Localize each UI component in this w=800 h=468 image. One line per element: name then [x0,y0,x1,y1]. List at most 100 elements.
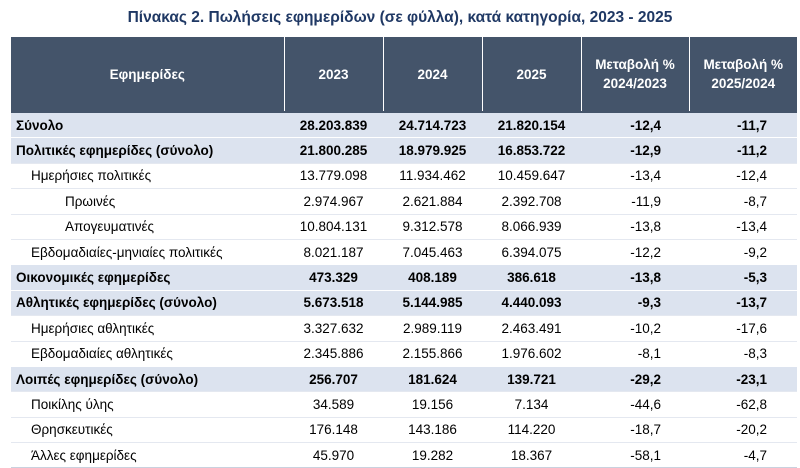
cell-2025: 16.853.722 [482,137,581,164]
table-row: Άλλες εφημερίδες 45.970 19.282 18.367 -58,1-… [11,442,797,468]
cell-2025: 386.618 [482,264,581,291]
table-row: Πρωινές 2.974.967 2.621.884 2.392.708 -11,9-… [11,188,797,215]
header-row: Εφημερίδες 2023 2024 2025 Μεταβολή % 2024… [11,37,797,112]
cell-2023: 176.148 [284,416,383,443]
cell-2024: 181.624 [383,365,482,392]
row-label: Αθλητικές εφημερίδες (σύνολο) [11,289,284,316]
cell-change-2025-2024: -12,4 [689,162,797,189]
header-label: 2024 [417,66,448,82]
cell-change-2024-2023: -18,7 [581,416,689,443]
cell-change-2025-2024: -8,7 [689,188,797,215]
cell-2025: 18.367 [482,442,581,468]
row-label: Λοιπές εφημερίδες (σύνολο) [11,365,284,392]
header-2024: 2024 [383,37,483,112]
row-label: Εβδομαδιαίες αθλητικές [11,340,284,367]
header-change-2025-2024: Μεταβολή % 2025/2024 [689,37,797,112]
cell-2024: 24.714.723 [383,111,482,138]
cell-change-2024-2023: -12,4 [581,111,689,138]
cell-change-2025-2024: -8,3 [689,340,797,367]
table-row: Λοιπές εφημερίδες (σύνολο) 256.707 181.624… [11,365,797,392]
row-label: Σύνολο [11,111,284,138]
cell-change-2025-2024: -13,4 [689,213,797,240]
header-newspapers: Εφημερίδες [11,37,285,112]
cell-2024: 7.045.463 [383,238,482,265]
header-label: Μεταβολή % [703,57,784,72]
header-label: 2025 [516,66,547,82]
cell-change-2024-2023: -12,9 [581,137,689,164]
cell-change-2025-2024: -20,2 [689,416,797,443]
table-row: Σύνολο 28.203.839 24.714.723 21.820.154 -12,… [11,111,797,138]
table-row: Θρησκευτικές 176.148 143.186 114.220 -18,7 -2… [11,416,797,443]
cell-2023: 5.673.518 [284,289,383,316]
row-label: Θρησκευτικές [11,416,284,443]
cell-2023: 10.804.131 [284,213,383,240]
cell-2024: 2.989.119 [383,315,482,342]
cell-2025: 139.721 [482,365,581,392]
table-row: Πολιτικές εφημερίδες (σύνολο) 21.800.285 1… [11,137,797,164]
cell-change-2024-2023: -11,9 [581,188,689,215]
table-row: Αθλητικές εφημερίδες (σύνολο) 5.673.518 5.… [11,289,797,316]
cell-2023: 3.327.632 [284,315,383,342]
cell-2023: 28.203.839 [284,111,383,138]
cell-change-2024-2023: -12,2 [581,238,689,265]
cell-2024: 143.186 [383,416,482,443]
row-label: Ημερήσιες αθλητικές [11,315,284,342]
cell-2025: 6.394.075 [482,238,581,265]
table-row: Ποικίλης ύλης 34.589 19.156 7.134 -44,6 -62,8 [11,391,797,418]
header-sublabel: 2024/2023 [603,76,667,91]
header-2025: 2025 [482,37,582,112]
cell-2023: 13.779.098 [284,162,383,189]
row-label: Πολιτικές εφημερίδες (σύνολο) [11,137,284,164]
row-label: Οικονομικές εφημερίδες [11,264,284,291]
cell-change-2025-2024: -13,7 [689,289,797,316]
row-label: Άλλες εφημερίδες [11,442,284,468]
cell-2025: 10.459.647 [482,162,581,189]
cell-2024: 2.621.884 [383,188,482,215]
cell-2025: 2.392.708 [482,188,581,215]
cell-change-2025-2024: -11,2 [689,137,797,164]
cell-2024: 9.312.578 [383,213,482,240]
cell-2025: 2.463.491 [482,315,581,342]
cell-change-2024-2023: -10,2 [581,315,689,342]
header-label: Μεταβολή % [595,57,675,72]
cell-2024: 2.155.866 [383,340,482,367]
cell-2024: 408.189 [383,264,482,291]
cell-change-2024-2023: -29,2 [581,365,689,392]
cell-2023: 256.707 [284,365,383,392]
cell-change-2024-2023: -13,8 [581,264,689,291]
cell-2025: 8.066.939 [482,213,581,240]
cell-2024: 18.979.925 [383,137,482,164]
cell-2023: 473.329 [284,264,383,291]
table-row: Ημερήσιες αθλητικές 3.327.632 2.989.119 2.4… [11,315,797,342]
cell-2023: 45.970 [284,442,383,468]
cell-2023: 2.345.886 [284,340,383,367]
cell-2025: 7.134 [482,391,581,418]
cell-change-2025-2024: -11,7 [689,111,797,138]
cell-change-2025-2024: -62,8 [689,391,797,418]
table-row: Εβδομαδιαίες-μηνιαίες πολιτικές 8.021.187… [11,238,797,265]
cell-change-2024-2023: -44,6 [581,391,689,418]
cell-change-2025-2024: -9,2 [689,238,797,265]
header-change-2024-2023: Μεταβολή % 2024/2023 [581,37,690,112]
cell-2024: 5.144.985 [383,289,482,316]
table-row: Ημερήσιες πολιτικές 13.779.098 11.934.462 1… [11,162,797,189]
cell-2025: 21.820.154 [482,111,581,138]
cell-change-2025-2024: -4,7 [689,442,797,468]
sales-table: Εφημερίδες 2023 2024 2025 Μεταβολή % 2024… [11,37,797,468]
cell-change-2024-2023: -8,1 [581,340,689,367]
row-label: Εβδομαδιαίες-μηνιαίες πολιτικές [11,238,284,265]
cell-change-2024-2023: -58,1 [581,442,689,468]
cell-2024: 19.156 [383,391,482,418]
row-label: Πρωινές [11,188,284,215]
cell-change-2024-2023: -9,3 [581,289,689,316]
cell-2025: 1.976.602 [482,340,581,367]
table-row: Απογευματινές 10.804.131 9.312.578 8.066.93… [11,213,797,240]
table-title: Πίνακας 2. Πωλήσεις εφημερίδων (σε φύλλα… [127,9,673,26]
header-sublabel: 2025/2024 [711,76,776,91]
table-row: Οικονομικές εφημερίδες 473.329 408.189 386.… [11,264,797,291]
table-row: Εβδομαδιαίες αθλητικές 2.345.886 2.155.866… [11,340,797,367]
cell-change-2024-2023: -13,4 [581,162,689,189]
row-label: Απογευματινές [11,213,284,240]
cell-2023: 21.800.285 [284,137,383,164]
header-label: Εφημερίδες [109,66,185,82]
